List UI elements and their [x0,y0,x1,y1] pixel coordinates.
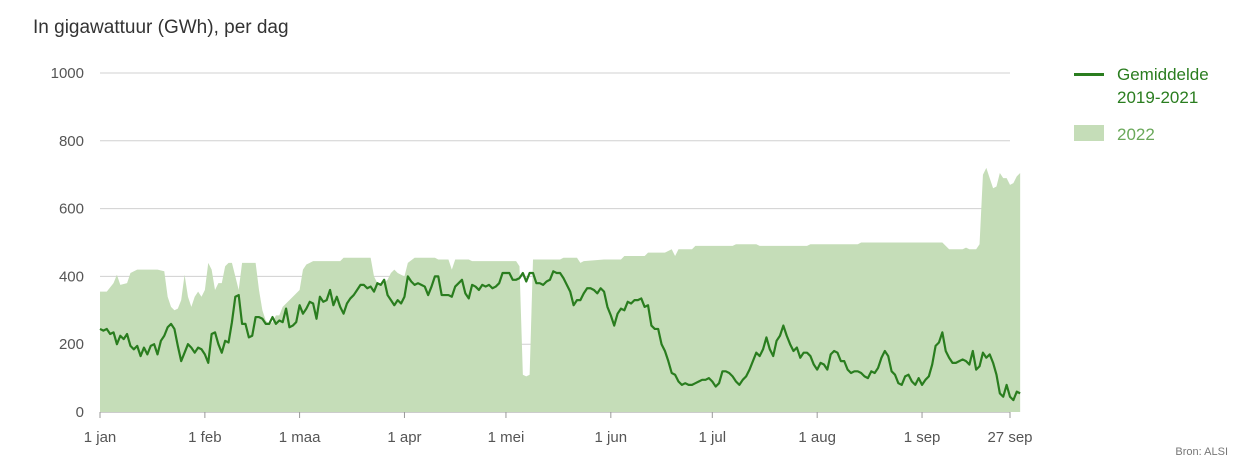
area-layer [100,167,1021,412]
y-tick-label: 0 [76,404,84,421]
source-note: Bron: ALSI [1175,446,1228,458]
legend-area-swatch [1074,125,1104,141]
y-tick-label: 600 [59,201,84,218]
y-tick-label: 400 [59,268,84,285]
y-tick-label: 1000 [51,65,84,82]
legend-item-average: Gemiddelde 2019-2021 [1074,63,1244,123]
x-tick-label: 27 sep [987,429,1032,446]
x-tick-label: 1 jan [84,429,117,446]
x-tick-label: 1 jun [595,429,628,446]
legend-label-2022: 2022 [1117,125,1155,144]
line-layer [99,270,1021,402]
x-tick-label: 1 sep [904,429,941,446]
y-tick-label: 200 [59,336,84,353]
x-tick-label: 1 feb [188,429,221,446]
series-average-line [99,270,1021,402]
y-axis: 0 200 400 600 800 1000 [51,65,84,421]
y-tick-label: 800 [59,133,84,150]
x-tick-label: 1 jul [699,429,727,446]
x-tick-label: 1 aug [798,429,836,446]
x-tick-label: 1 maa [279,429,321,446]
chart-subtitle: In gigawattuur (GWh), per dag [33,17,289,38]
legend-line-swatch [1074,73,1104,76]
legend: Gemiddelde 2019-2021 2022 [1074,63,1244,183]
series-2022-area [100,167,1021,412]
legend-label-average: Gemiddelde 2019-2021 [1117,65,1209,107]
x-axis: 1 jan 1 feb 1 maa 1 apr 1 mei 1 jun 1 jul 1 aug… [84,412,1033,446]
legend-item-2022: 2022 [1074,123,1244,183]
x-tick-label: 1 apr [387,429,421,446]
x-tick-label: 1 mei [488,429,525,446]
